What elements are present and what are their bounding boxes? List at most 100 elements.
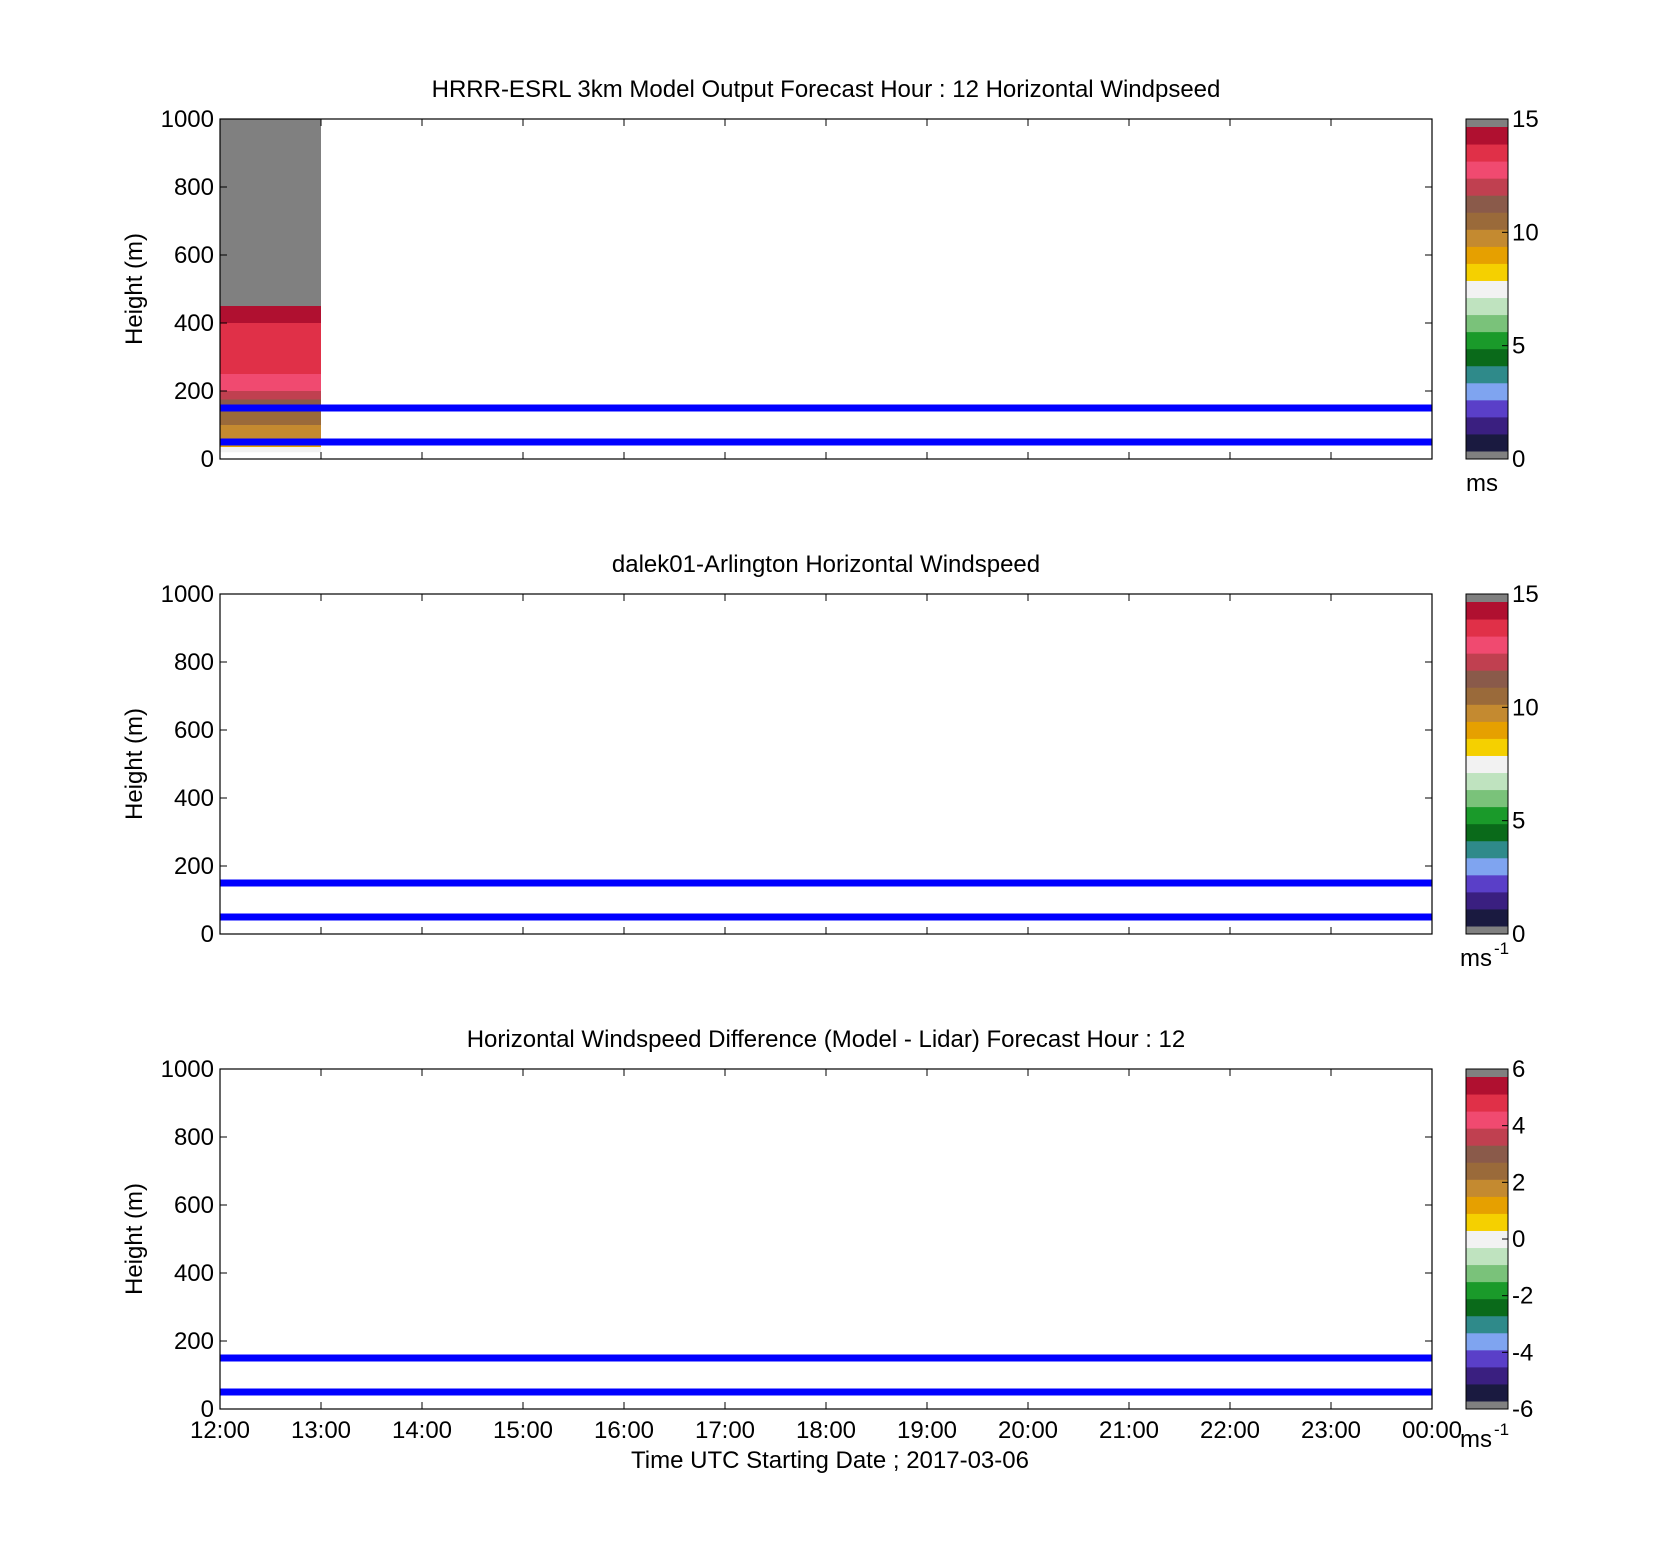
colorbar-units: ms <box>1466 470 1498 497</box>
colorbar-segment <box>1466 382 1508 401</box>
colorbar-segment <box>1466 1213 1508 1231</box>
colorbar-segment <box>1466 670 1508 688</box>
colorbar-segment <box>1466 908 1508 927</box>
colorbar-segment <box>1466 178 1508 196</box>
heatmap-cell <box>220 447 321 453</box>
heatmap-cell <box>220 425 321 434</box>
colorbar-segment <box>1466 1366 1508 1385</box>
colorbar-tick-label: 10 <box>1512 219 1539 246</box>
y-tick-label: 0 <box>201 1396 214 1423</box>
colorbar-segment <box>1466 263 1508 281</box>
heatmap-cell <box>220 391 321 400</box>
colorbar-tick-label: 2 <box>1512 1169 1525 1196</box>
colorbar-segment <box>1466 755 1508 774</box>
colorbar-underflow <box>1466 451 1508 459</box>
colorbar-segment <box>1466 602 1508 620</box>
colorbar-frame <box>1465 593 1509 935</box>
colorbar-segment <box>1466 127 1508 145</box>
x-tick-label: 16:00 <box>594 1417 654 1444</box>
x-axis-label: Time UTC Starting Date ; 2017-03-06 <box>631 1447 1029 1474</box>
colorbar-segment <box>1466 772 1508 791</box>
x-tick-label: 23:00 <box>1301 1417 1361 1444</box>
colorbar-segment <box>1466 1145 1508 1163</box>
y-tick-label: 600 <box>174 717 214 744</box>
colorbar-segment <box>1466 857 1508 876</box>
heatmap-cell <box>220 416 321 425</box>
colorbar-tick-label: 0 <box>1512 1226 1525 1253</box>
x-tick-label: 19:00 <box>897 1417 957 1444</box>
colorbar-tick-label: 0 <box>1512 446 1525 473</box>
colorbar-segment <box>1466 1094 1508 1112</box>
colorbar-tick-label: 6 <box>1512 1056 1525 1083</box>
colorbar-segment <box>1466 874 1508 893</box>
panel-2-title: dalek01-Arlington Horizontal Windspeed <box>612 551 1040 578</box>
x-tick-label: 18:00 <box>796 1417 856 1444</box>
y-tick-label: 800 <box>174 174 214 201</box>
colorbar-segment <box>1466 1349 1508 1368</box>
colorbar-segment <box>1466 636 1508 654</box>
y-tick-label: 800 <box>174 1124 214 1151</box>
colorbar-segment <box>1466 1179 1508 1197</box>
colorbar-segment <box>1466 653 1508 671</box>
y-tick-label: 200 <box>174 1328 214 1355</box>
y-tick-label: 0 <box>201 446 214 473</box>
colorbar-tick-label: -4 <box>1512 1339 1533 1366</box>
colorbar-segment <box>1466 1315 1508 1334</box>
x-tick-label: 14:00 <box>392 1417 452 1444</box>
colorbar-segment <box>1466 1264 1508 1283</box>
colorbar-overflow <box>1466 1069 1508 1077</box>
y-tick-label: 1000 <box>161 1056 214 1083</box>
x-tick-label: 12:00 <box>190 1417 250 1444</box>
colorbar-segment <box>1466 195 1508 213</box>
colorbar-segment <box>1466 823 1508 842</box>
colorbar-segment <box>1466 840 1508 859</box>
colorbar-tick-label: 10 <box>1512 694 1539 721</box>
colorbar-segment <box>1466 738 1508 756</box>
colorbar-segment <box>1466 144 1508 162</box>
x-tick-label: 13:00 <box>291 1417 351 1444</box>
colorbar-overflow <box>1466 594 1508 602</box>
y-tick-label: 600 <box>174 1192 214 1219</box>
colorbar-segment <box>1466 297 1508 316</box>
colorbar-segment <box>1466 704 1508 722</box>
heatmap-cell <box>220 119 321 306</box>
colorbar-units-exponent: -1 <box>1494 1420 1509 1439</box>
colorbar-overflow <box>1466 119 1508 127</box>
heatmap-cell <box>220 399 321 408</box>
colorbar-segment <box>1466 687 1508 705</box>
colorbar-segment <box>1466 229 1508 247</box>
y-tick-label: 200 <box>174 853 214 880</box>
colorbar-segment <box>1466 348 1508 367</box>
colorbar-segment <box>1466 1230 1508 1249</box>
x-tick-label: 15:00 <box>493 1417 553 1444</box>
colorbar-segment <box>1466 331 1508 350</box>
y-tick-label: 400 <box>174 310 214 337</box>
colorbar-segment <box>1466 1162 1508 1180</box>
y-tick-label: 1000 <box>161 106 214 133</box>
y-tick-label: 600 <box>174 242 214 269</box>
colorbar-tick-label: -2 <box>1512 1283 1533 1310</box>
colorbar-tick-label: 0 <box>1512 921 1525 948</box>
heatmap-cell <box>220 408 321 417</box>
x-tick-label: 17:00 <box>695 1417 755 1444</box>
colorbar-tick-label: -6 <box>1512 1396 1533 1423</box>
heatmap-cell <box>220 433 321 442</box>
y-axis-label: Height (m) <box>121 708 148 820</box>
colorbar-tick-label: 15 <box>1512 106 1539 133</box>
colorbar-segment <box>1466 619 1508 637</box>
colorbar-segment <box>1466 721 1508 739</box>
y-tick-label: 200 <box>174 378 214 405</box>
colorbar-units: ms <box>1460 945 1492 972</box>
panel-1-title: HRRR-ESRL 3km Model Output Forecast Hour… <box>432 76 1221 103</box>
colorbar-segment <box>1466 161 1508 179</box>
x-tick-label: 00:00 <box>1402 1417 1462 1444</box>
heatmap-cell <box>220 340 321 357</box>
colorbar-segment <box>1466 1383 1508 1402</box>
colorbar-segment <box>1466 399 1508 418</box>
y-axis-label: Height (m) <box>121 233 148 345</box>
x-tick-label: 21:00 <box>1099 1417 1159 1444</box>
colorbar-tick-label: 4 <box>1512 1113 1525 1140</box>
x-tick-label: 20:00 <box>998 1417 1058 1444</box>
y-axis-label: Height (m) <box>121 1183 148 1295</box>
